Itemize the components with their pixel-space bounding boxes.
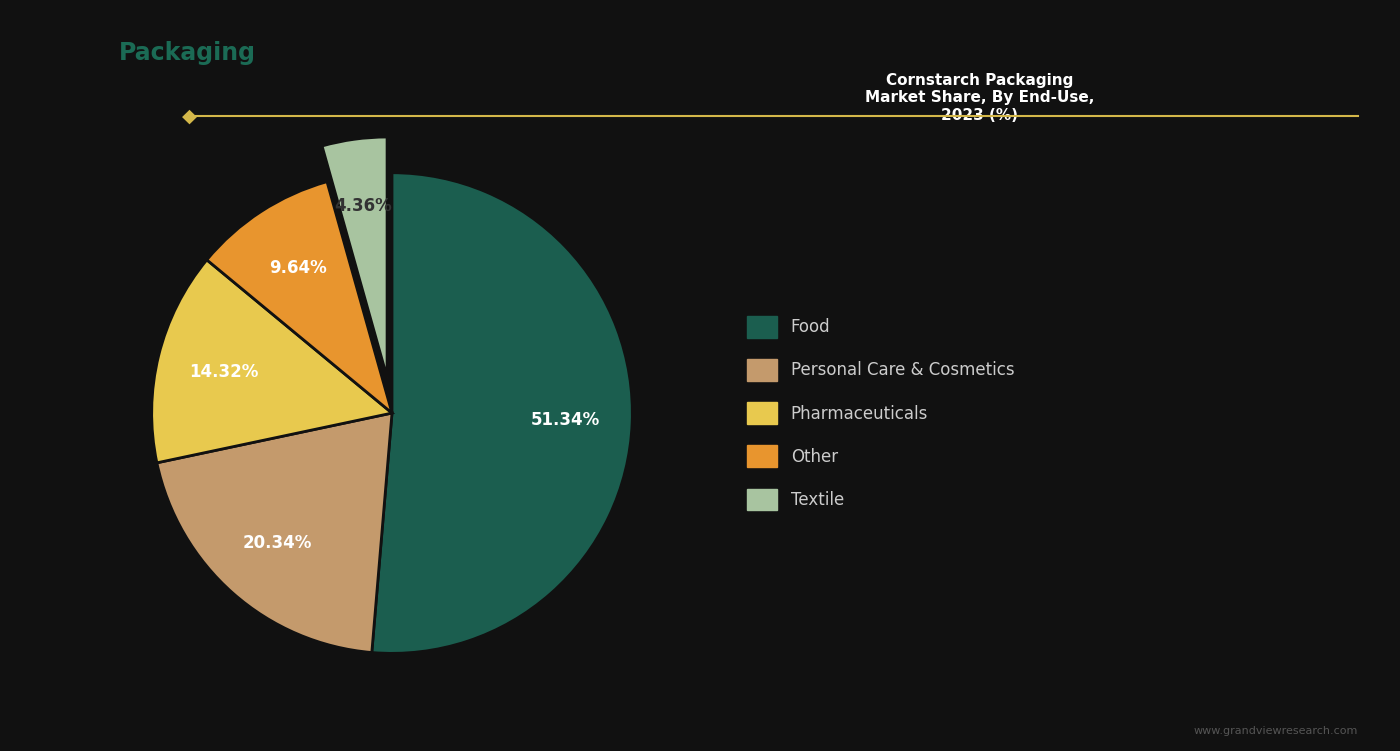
Text: 51.34%: 51.34%	[531, 412, 599, 430]
Wedge shape	[322, 137, 386, 377]
Wedge shape	[372, 173, 633, 653]
Text: 14.32%: 14.32%	[189, 363, 259, 381]
Wedge shape	[151, 260, 392, 463]
Text: Packaging: Packaging	[119, 41, 256, 65]
Text: www.grandviewresearch.com: www.grandviewresearch.com	[1194, 726, 1358, 736]
Wedge shape	[157, 413, 392, 653]
Legend: Food, Personal Care & Cosmetics, Pharmaceuticals, Other, Textile: Food, Personal Care & Cosmetics, Pharmac…	[731, 300, 1030, 526]
Text: 9.64%: 9.64%	[269, 259, 326, 277]
Text: Cornstarch Packaging
Market Share, By End-Use,
2023 (%): Cornstarch Packaging Market Share, By En…	[865, 73, 1095, 122]
Text: ◆: ◆	[182, 107, 196, 126]
Text: 20.34%: 20.34%	[242, 534, 312, 552]
Text: 4.36%: 4.36%	[335, 197, 392, 215]
Wedge shape	[207, 182, 392, 413]
